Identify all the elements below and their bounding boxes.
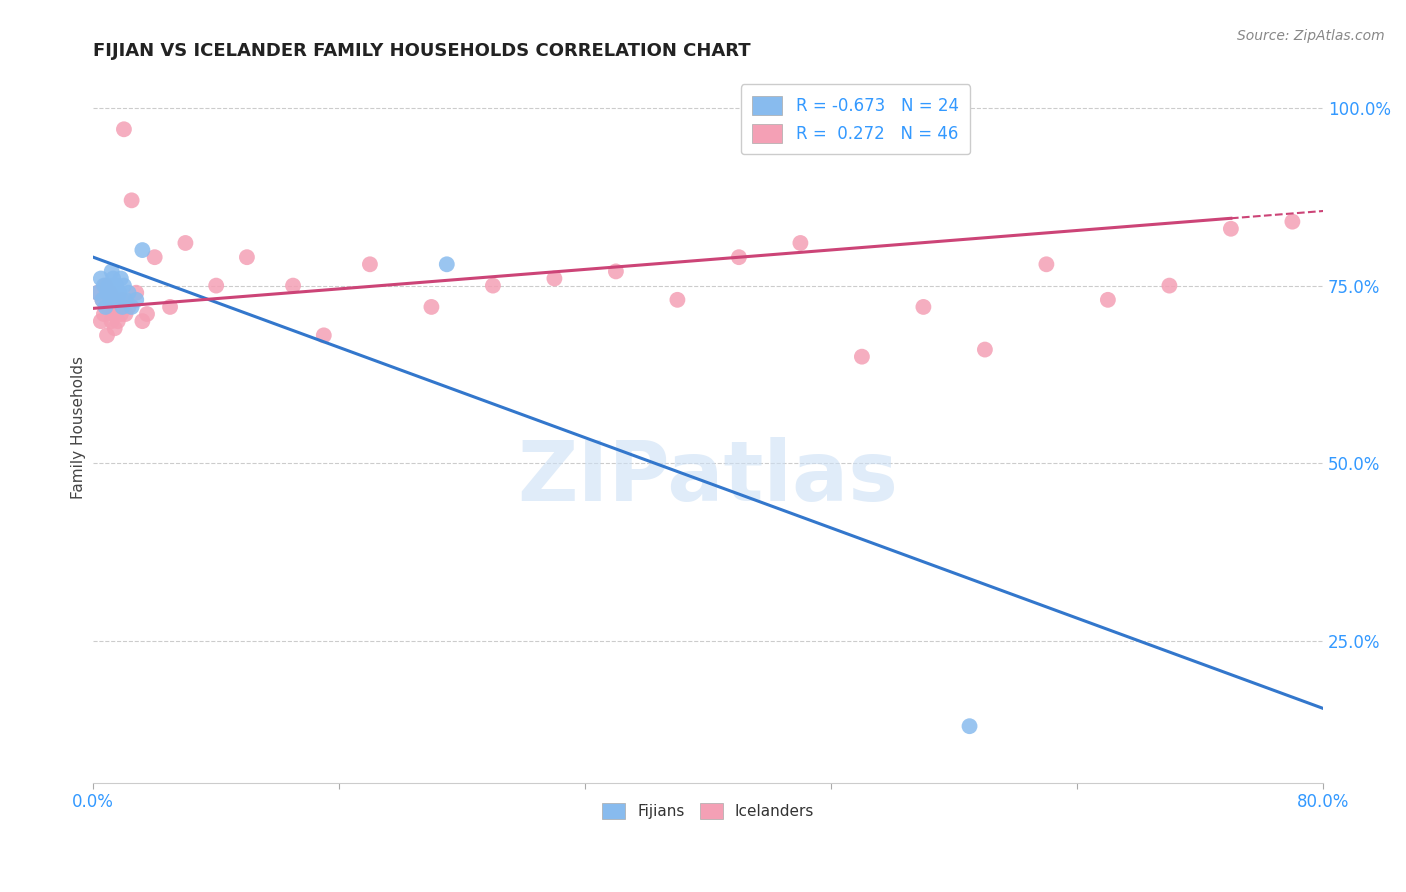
Point [108, 300, 131, 314]
Point [114, 293, 136, 307]
Point [117, 285, 139, 300]
Point [205, 278, 228, 293]
Point [174, 235, 197, 250]
Point [125, 285, 148, 300]
Point [108, 285, 131, 300]
Text: FIJIAN VS ICELANDER FAMILY HOUSEHOLDS CORRELATION CHART: FIJIAN VS ICELANDER FAMILY HOUSEHOLDS CO… [93, 42, 751, 60]
Point [96, 328, 118, 343]
Point [973, 343, 995, 357]
Point [87, 285, 110, 300]
Point [143, 250, 166, 264]
Point [112, 278, 135, 293]
Point [436, 257, 458, 271]
Point [112, 122, 135, 136]
Point [1097, 293, 1119, 307]
Point [91, 293, 114, 307]
Point [107, 293, 129, 307]
Point [110, 271, 132, 285]
Point [94, 278, 117, 293]
Point [90, 271, 112, 285]
Point [110, 307, 132, 321]
Point [117, 300, 139, 314]
Point [93, 307, 115, 321]
Point [90, 314, 112, 328]
Point [100, 264, 122, 278]
Point [1035, 257, 1057, 271]
Point [114, 307, 136, 321]
Point [98, 285, 121, 300]
Point [104, 285, 127, 300]
Point [121, 300, 143, 314]
Point [91, 293, 114, 307]
Point [100, 314, 122, 328]
Point [1281, 214, 1303, 228]
Point [111, 300, 134, 314]
Point [105, 278, 128, 293]
Point [121, 194, 143, 208]
Point [312, 328, 335, 343]
Legend: Fijians, Icelanders: Fijians, Icelanders [596, 797, 821, 825]
Point [131, 243, 153, 257]
Point [605, 264, 627, 278]
Point [482, 278, 505, 293]
Point [98, 293, 121, 307]
Point [125, 293, 148, 307]
Point [959, 719, 981, 733]
Point [136, 307, 159, 321]
Point [104, 321, 127, 335]
Point [87, 285, 110, 300]
Point [111, 293, 134, 307]
Point [359, 257, 381, 271]
Point [851, 350, 873, 364]
Point [236, 250, 259, 264]
Point [281, 278, 304, 293]
Text: ZIPatlas: ZIPatlas [517, 437, 898, 518]
Point [107, 314, 129, 328]
Point [1219, 221, 1241, 235]
Point [543, 271, 565, 285]
Point [96, 285, 118, 300]
Point [1159, 278, 1181, 293]
Y-axis label: Family Households: Family Households [72, 356, 86, 500]
Text: Source: ZipAtlas.com: Source: ZipAtlas.com [1237, 29, 1385, 43]
Point [131, 314, 153, 328]
Point [159, 300, 181, 314]
Point [101, 271, 124, 285]
Point [420, 300, 443, 314]
Point [105, 293, 128, 307]
Point [93, 278, 115, 293]
Point [666, 293, 689, 307]
Point [101, 307, 124, 321]
Point [789, 235, 811, 250]
Point [94, 300, 117, 314]
Point [728, 250, 751, 264]
Point [97, 278, 120, 293]
Point [97, 300, 120, 314]
Point [912, 300, 935, 314]
